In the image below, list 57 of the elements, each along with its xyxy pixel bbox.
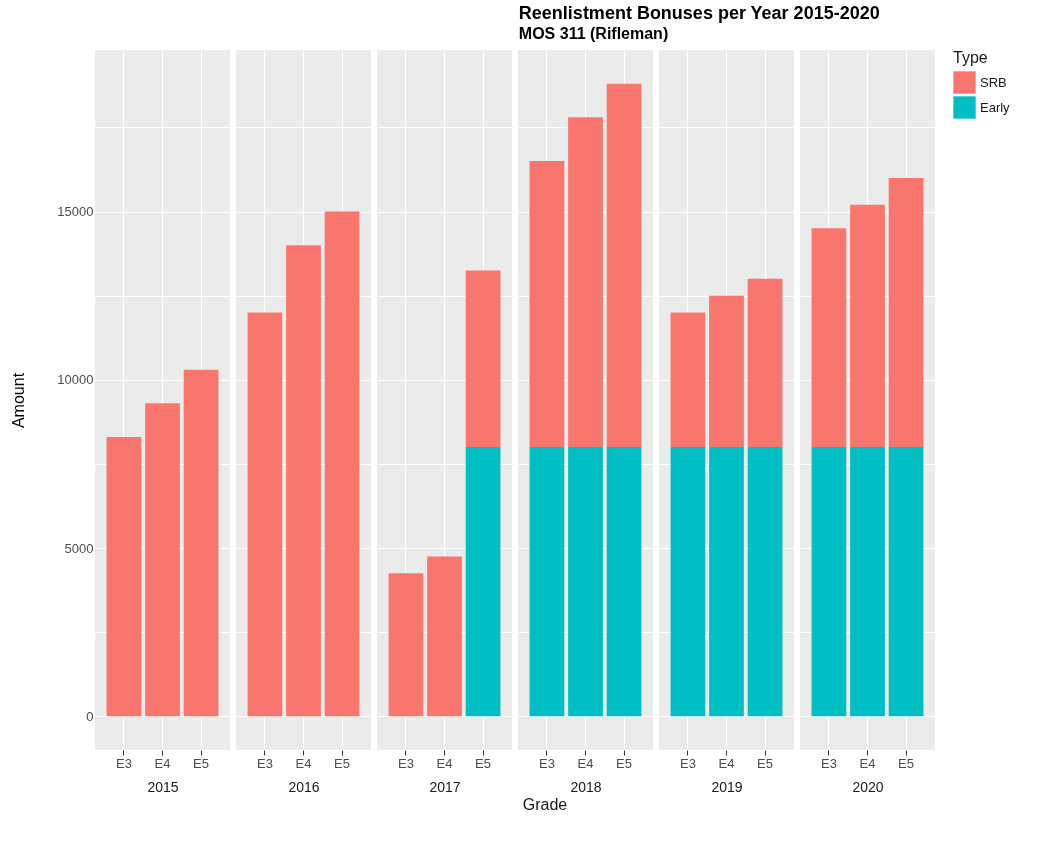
x-axis-title: 2018 (570, 778, 602, 795)
x-axis-title: 2019 (711, 778, 743, 795)
x-tick-label: E5 (193, 755, 210, 771)
bar (568, 117, 603, 448)
x-tick-label: E3 (820, 755, 837, 771)
y-tick-label: 0 (86, 708, 94, 724)
legend-title: Type (953, 49, 988, 66)
x-axis-title: 2015 (147, 778, 179, 795)
bar (529, 161, 565, 448)
x-tick-label: E5 (475, 755, 492, 771)
bar (606, 83, 642, 448)
bar (747, 278, 783, 448)
bar (568, 447, 603, 717)
bar (465, 447, 501, 717)
x-tick-label: E3 (115, 755, 132, 771)
bar (670, 312, 706, 448)
bar (606, 447, 642, 717)
x-tick-label: E3 (397, 755, 414, 771)
x-tick-label: E3 (679, 755, 696, 771)
x-tick-label: E3 (538, 755, 555, 771)
bar (427, 556, 462, 717)
y-tick-label: 10000 (57, 372, 94, 388)
legend-label: SRB (980, 74, 1007, 90)
x-tick-label: E4 (436, 755, 453, 771)
bar (709, 447, 744, 717)
bar (811, 447, 847, 717)
bar (709, 295, 744, 448)
text: Grade (522, 796, 568, 813)
bar (747, 447, 783, 717)
y-tick-label: 15000 (57, 204, 94, 220)
bar (388, 573, 424, 717)
y-axis-title: Amount (10, 372, 28, 429)
bar (850, 204, 885, 448)
y-tick-label: 5000 (64, 540, 94, 556)
x-tick-label: E5 (334, 755, 351, 771)
x-tick-label: E5 (757, 755, 774, 771)
bar (465, 270, 501, 448)
x-tick-label: E4 (295, 755, 312, 771)
bar (529, 447, 565, 717)
bar (850, 447, 885, 717)
bar (811, 228, 847, 448)
bar (888, 447, 924, 717)
legend-label: Early (980, 99, 1011, 115)
x-tick-label: E4 (718, 755, 735, 771)
bar (670, 447, 706, 717)
x-axis-title: 2016 (288, 778, 320, 795)
x-tick-label: E5 (898, 755, 915, 771)
x-tick-label: E5 (616, 755, 633, 771)
x-axis-title: 2017 (429, 778, 461, 795)
x-tick-label: E3 (256, 755, 273, 771)
text: Reenlistment Bonuses per Year 2015-2020 (518, 3, 880, 23)
x-tick-label: E4 (577, 755, 594, 771)
x-tick-label: E4 (859, 755, 876, 771)
bar (888, 177, 924, 448)
chart-subtitle: MOS 311 (Rifleman) (518, 25, 669, 42)
x-tick-label: E4 (154, 755, 171, 771)
x-axis-title: 2020 (852, 778, 884, 795)
